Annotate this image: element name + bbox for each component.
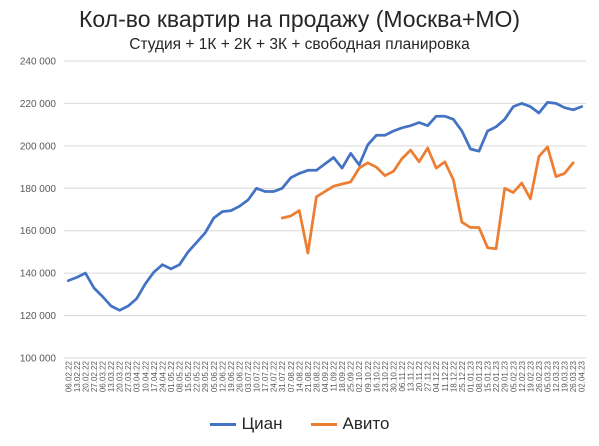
x-tick-label: 11.09.22 (330, 360, 339, 391)
x-tick-label: 16.10.22 (372, 360, 381, 392)
x-tick-label: 14.08.22 (295, 360, 304, 392)
legend-swatch-cian (209, 422, 236, 426)
x-tick-label: 21.08.22 (304, 360, 313, 392)
legend-item-cian: Циан (209, 414, 283, 434)
x-tick-label: 01.01.23 (466, 360, 475, 392)
x-tick-label: 12.03.23 (552, 360, 561, 392)
y-axis: 100 000 120 000 140 000 160 000 180 000 200 0… (20, 57, 57, 365)
x-tick-label: 22.05.22 (193, 360, 202, 392)
x-tick-label: 03.07.22 (244, 360, 253, 392)
x-tick-label: 10.07.22 (253, 360, 262, 392)
x-tick-label: 25.09.22 (347, 360, 356, 392)
x-tick-label: 28.08.22 (312, 360, 321, 392)
x-tick-label: 13.11.22 (407, 360, 416, 391)
y-tick-label: 120 000 (20, 311, 57, 322)
x-tick-label: 19.03.23 (561, 360, 570, 392)
x-tick-label: 20.03.22 (116, 360, 125, 392)
x-tick-label: 20.02.22 (81, 360, 90, 392)
x-tick-label: 31.07.22 (278, 360, 287, 392)
x-tick-label: 27.11.22 (424, 360, 433, 391)
y-tick-label: 100 000 (20, 354, 57, 365)
x-tick-label: 27.03.22 (124, 360, 133, 392)
x-tick-label: 11.12.22 (441, 360, 450, 391)
x-tick-label: 17.07.22 (261, 360, 270, 392)
x-tick-label: 03.04.22 (133, 360, 142, 392)
x-tick-label: 26.03.23 (569, 360, 578, 392)
x-tick-label: 24.07.22 (270, 360, 279, 392)
chart-title: Кол-во квартир на продажу (Москва+МО) (78, 6, 521, 32)
x-tick-label: 01.05.22 (167, 360, 176, 392)
x-tick-label: 02.04.23 (578, 360, 587, 392)
y-tick-label: 160 000 (20, 226, 57, 237)
x-tick-label: 13.02.22 (73, 360, 82, 392)
x-tick-label: 12.06.22 (218, 360, 227, 392)
x-tick-label: 23.10.22 (381, 360, 390, 392)
x-tick-label: 06.03.22 (99, 360, 108, 392)
x-tick-label: 04.12.22 (432, 360, 441, 392)
x-tick-label: 30.10.22 (389, 360, 398, 392)
x-tick-label: 25.12.22 (458, 360, 467, 392)
x-tick-label: 18.09.22 (338, 360, 347, 392)
gridlines (64, 60, 586, 359)
legend-item-avito: Авито (310, 414, 390, 434)
x-tick-label: 26.02.23 (535, 360, 544, 392)
x-tick-label: 08.05.22 (176, 360, 185, 392)
legend-label-cian: Циан (241, 414, 283, 433)
x-tick-label: 29.05.22 (201, 360, 210, 392)
y-tick-label: 240 000 (20, 57, 57, 68)
x-tick-label: 18.12.22 (449, 360, 458, 392)
x-tick-label: 05.03.23 (543, 360, 552, 392)
y-tick-label: 140 000 (20, 269, 57, 280)
x-tick-label: 22.01.23 (492, 360, 501, 392)
x-tick-label: 08.01.23 (475, 360, 484, 392)
y-tick-label: 180 000 (20, 184, 57, 195)
x-tick-label: 17.04.22 (150, 360, 159, 392)
x-tick-label: 13.03.22 (107, 360, 116, 392)
x-tick-label: 05.02.23 (509, 360, 518, 392)
x-tick-label: 20.11.22 (415, 360, 424, 391)
x-tick-label: 12.02.23 (518, 360, 527, 392)
x-axis: 06.02.22 13.02.22 20.02.22 27.02.22 06.03.22… (64, 360, 586, 392)
x-tick-label: 06.02.22 (64, 360, 73, 392)
chart-subtitle: Студия + 1К + 2К + 3К + свободная планир… (129, 36, 470, 53)
x-tick-label: 02.10.22 (355, 360, 364, 392)
x-tick-label: 24.04.22 (158, 360, 167, 392)
x-tick-label: 15.01.23 (484, 360, 493, 392)
series-lines (66, 101, 584, 312)
x-tick-label: 04.09.22 (321, 360, 330, 392)
x-tick-label: 29.01.23 (501, 360, 510, 392)
series-line-cian (66, 101, 584, 312)
legend: Циан Авито (0, 414, 599, 434)
legend-swatch-avito (310, 422, 337, 426)
x-tick-label: 19.02.23 (526, 360, 535, 392)
y-tick-label: 200 000 (20, 141, 57, 152)
x-tick-label: 15.05.22 (184, 360, 193, 392)
x-tick-label: 10.04.22 (141, 360, 150, 392)
x-tick-label: 26.06.22 (235, 360, 244, 392)
y-tick-label: 220 000 (20, 99, 57, 110)
x-tick-label: 19.06.22 (227, 360, 236, 392)
x-tick-label: 06.11.22 (398, 360, 407, 391)
legend-label-avito: Авито (342, 414, 390, 433)
x-tick-label: 27.02.22 (90, 360, 99, 392)
x-tick-label: 07.08.22 (287, 360, 296, 392)
x-tick-label: 09.10.22 (364, 360, 373, 392)
series-line-avito (280, 145, 575, 255)
x-tick-label: 05.06.22 (210, 360, 219, 392)
